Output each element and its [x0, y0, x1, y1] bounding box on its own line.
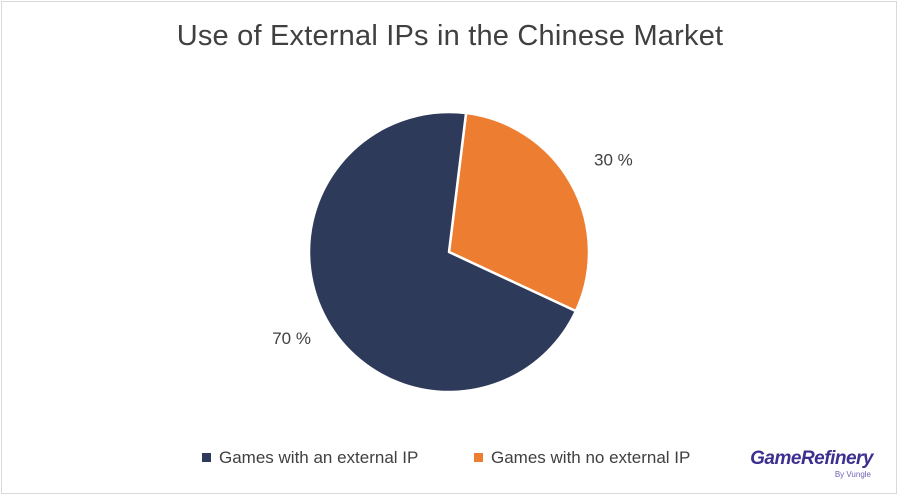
data-label-1: 30 % [594, 150, 633, 169]
legend-item-1: Games with no external IP [474, 448, 690, 468]
chart-legend: Games with an external IP Games with no … [0, 448, 900, 472]
pie-slice-0 [307, 110, 578, 394]
legend-label-0: Games with an external IP [219, 448, 419, 467]
data-label-0: 70 % [272, 329, 311, 348]
brand-tagline: By Vungle [834, 470, 871, 479]
legend-swatch-0 [202, 453, 211, 462]
chart-title: Use of External IPs in the Chinese Marke… [176, 20, 724, 52]
brand-name: GameRefinery [750, 448, 873, 469]
legend-swatch-1 [474, 453, 483, 462]
brand-logo: GameRefinery By Vungle [750, 448, 885, 488]
pie-slice-1 [447, 111, 591, 313]
legend-item-0: Games with an external IP [202, 448, 418, 468]
legend-label-1: Games with no external IP [491, 448, 691, 467]
